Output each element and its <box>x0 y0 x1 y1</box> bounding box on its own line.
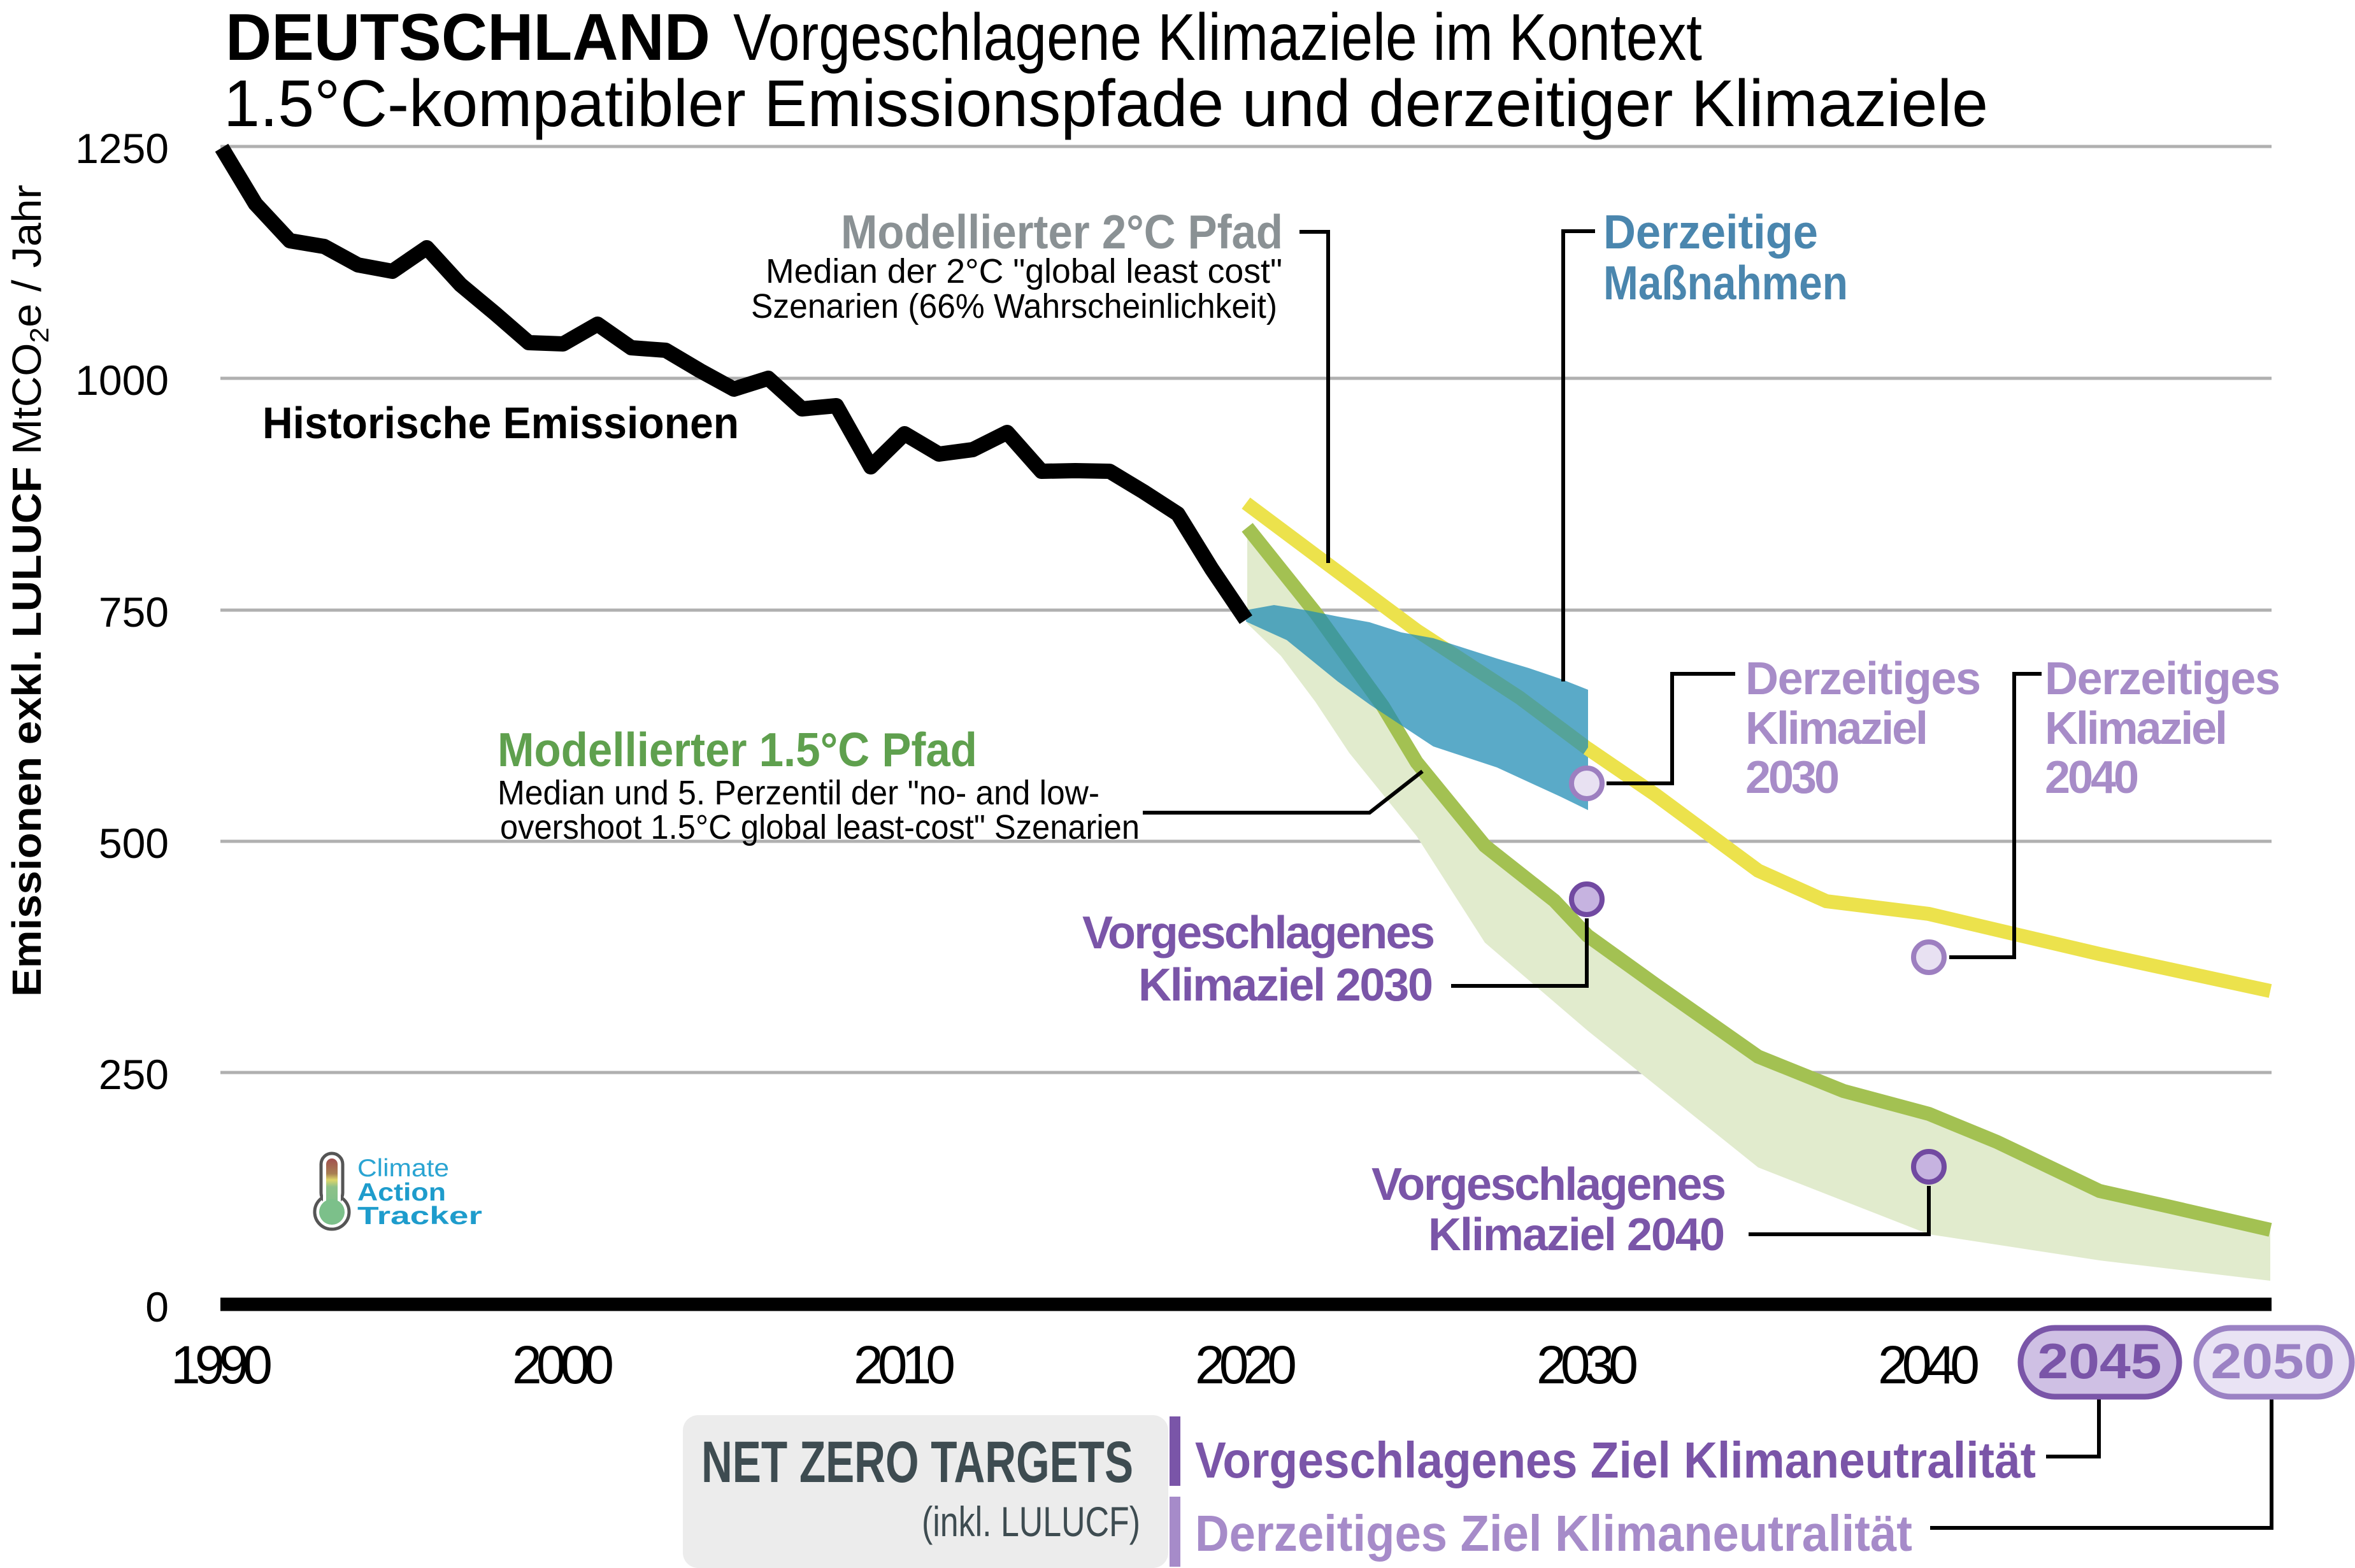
svg-text:2030: 2030 <box>1536 1335 1638 1395</box>
svg-text:Klimaziel 2030: Klimaziel 2030 <box>1138 960 1433 1011</box>
svg-text:1000: 1000 <box>75 357 169 404</box>
svg-text:Emissionen exkl. LULUCF MtCO2e: Emissionen exkl. LULUCF MtCO2e / Jahr <box>4 185 54 997</box>
svg-text:Derzeitiges Ziel Klimaneutrali: Derzeitiges Ziel Klimaneutralität <box>1195 1505 1912 1562</box>
svg-text:250: 250 <box>99 1051 169 1098</box>
svg-text:Derzeitiges: Derzeitiges <box>1745 653 1981 704</box>
svg-text:Vorgeschlagenes: Vorgeschlagenes <box>1082 908 1435 959</box>
svg-text:2045: 2045 <box>2038 1333 2162 1389</box>
svg-text:Median und 5. Perzentil der "n: Median und 5. Perzentil der "no- and low… <box>497 774 1099 812</box>
svg-text:(inkl. LULUCF): (inkl. LULUCF) <box>922 1498 1140 1545</box>
svg-text:2000: 2000 <box>512 1335 614 1395</box>
svg-text:1250: 1250 <box>75 125 169 172</box>
svg-text:2050: 2050 <box>2211 1333 2335 1389</box>
svg-text:500: 500 <box>99 820 169 867</box>
svg-text:Derzeitige: Derzeitige <box>1603 205 1818 259</box>
svg-text:2010: 2010 <box>854 1335 956 1395</box>
svg-text:1990: 1990 <box>171 1335 273 1395</box>
svg-text:DEUTSCHLAND: DEUTSCHLAND <box>225 1 710 75</box>
svg-text:Klimaziel: Klimaziel <box>1745 703 1928 754</box>
svg-text:Action: Action <box>357 1179 446 1206</box>
svg-text:Modellierter 1.5°C Pfad: Modellierter 1.5°C Pfad <box>497 723 977 776</box>
svg-text:2040: 2040 <box>2045 752 2139 803</box>
svg-text:1.5°C-kompatibler Emissionspfa: 1.5°C-kompatibler Emissionspfade und der… <box>224 67 1988 141</box>
svg-text:Maßnahmen: Maßnahmen <box>1603 256 1848 310</box>
svg-text:Historische Emissionen: Historische Emissionen <box>262 398 739 448</box>
svg-text:2040: 2040 <box>1878 1335 1980 1395</box>
svg-text:NET ZERO TARGETS: NET ZERO TARGETS <box>701 1430 1133 1495</box>
svg-text:2020: 2020 <box>1195 1335 1297 1395</box>
svg-text:Derzeitiges: Derzeitiges <box>2045 653 2280 704</box>
svg-text:Modellierter 2°C Pfad: Modellierter 2°C Pfad <box>841 205 1283 259</box>
svg-text:2030: 2030 <box>1745 752 1840 803</box>
svg-text:Vorgeschlagenes Ziel Klimaneut: Vorgeschlagenes Ziel Klimaneutralität <box>1195 1432 2036 1488</box>
svg-text:Vorgeschlagenes: Vorgeschlagenes <box>1371 1159 1726 1210</box>
svg-text:Median der 2°C "global least c: Median der 2°C "global least cost" <box>766 252 1282 290</box>
svg-text:0: 0 <box>145 1283 169 1330</box>
svg-text:Climate: Climate <box>357 1155 449 1182</box>
svg-text:Vorgeschlagene Klimaziele im K: Vorgeschlagene Klimaziele im Kontext <box>733 1 1702 75</box>
svg-text:Klimaziel 2040: Klimaziel 2040 <box>1428 1209 1725 1260</box>
svg-text:Szenarien (66% Wahrscheinlichk: Szenarien (66% Wahrscheinlichkeit) <box>751 287 1277 325</box>
svg-text:750: 750 <box>99 588 169 636</box>
svg-text:overshoot 1.5°C global least-c: overshoot 1.5°C global least-cost" Szena… <box>500 808 1140 846</box>
svg-text:Klimaziel: Klimaziel <box>2045 703 2228 754</box>
svg-text:Tracker: Tracker <box>357 1202 482 1230</box>
